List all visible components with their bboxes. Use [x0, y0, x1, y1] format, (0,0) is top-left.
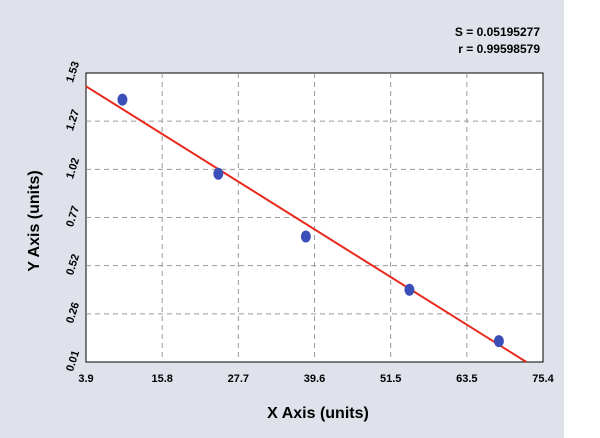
x-tick-label: 27.7: [228, 373, 249, 385]
stat-r: r = 0.99598579: [458, 42, 540, 56]
y-tick-label: 0.52: [64, 253, 82, 277]
y-tick-label: 0.77: [64, 205, 82, 229]
x-axis-label: X Axis (units): [267, 405, 369, 422]
x-tick-label: 3.9: [78, 373, 93, 385]
y-tick-label: 1.02: [64, 156, 82, 180]
stat-s: S = 0.05195277: [454, 25, 540, 39]
y-tick-label: 1.27: [64, 108, 82, 132]
y-tick-labels: 0.01 0.26 0.52 0.77 1.02 1.27 1.53: [64, 60, 82, 373]
x-tick-label: 63.5: [456, 373, 477, 385]
x-tick-label: 51.5: [380, 373, 401, 385]
fit-statistics: S = 0.05195277 r = 0.99598579: [455, 24, 540, 58]
right-margin: [564, 0, 600, 438]
y-tick-label: 0.26: [64, 301, 82, 325]
fit-line: [85, 85, 527, 363]
y-tick-label: 1.53: [64, 60, 82, 84]
data-point: [213, 167, 224, 180]
data-point: [493, 335, 504, 348]
y-axis-label: Y Axis (units): [26, 170, 43, 271]
grid-lines: [86, 73, 543, 362]
x-tick-labels: 3.9 15.8 27.7 39.6 51.5 63.5 75.4: [78, 373, 554, 385]
y-tick-label: 0.01: [64, 349, 82, 373]
x-tick-label: 75.4: [532, 373, 554, 385]
data-point: [300, 230, 311, 243]
x-tick-label: 39.6: [304, 373, 325, 385]
x-tick-label: 15.8: [151, 373, 172, 385]
scatter-chart: 3.9 15.8 27.7 39.6 51.5 63.5 75.4 0.01 0.26 0.52…: [26, 60, 555, 422]
data-points: [117, 93, 504, 348]
data-point: [117, 93, 128, 106]
data-point: [404, 283, 415, 296]
